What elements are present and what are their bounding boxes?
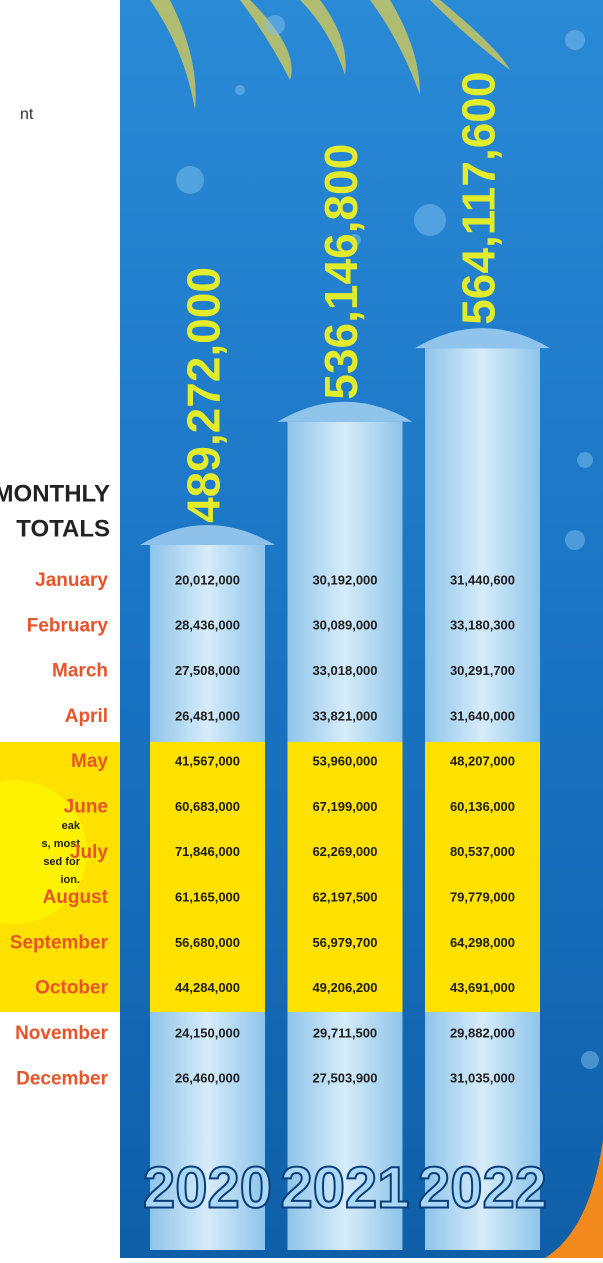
monthly-value: 60,136,000: [450, 799, 515, 814]
year-label: 2022: [418, 1155, 547, 1220]
monthly-value: 26,481,000: [175, 708, 240, 723]
monthly-value: 31,640,000: [450, 708, 515, 723]
month-label: February: [27, 615, 109, 636]
monthly-value: 56,979,700: [312, 935, 377, 950]
month-label: March: [52, 661, 108, 682]
monthly-value: 44,284,000: [175, 980, 240, 995]
infographic: nt MONTHLY TOTALS eaks, mostsed forion. …: [0, 0, 603, 1258]
total-label: 564,117,600: [453, 72, 505, 325]
cropped-text: nt: [20, 106, 34, 123]
monthly-value: 62,197,500: [312, 890, 377, 905]
monthly-value: 41,567,000: [175, 754, 240, 769]
monthly-value: 49,206,200: [312, 980, 377, 995]
monthly-value: 48,207,000: [450, 754, 515, 769]
monthly-value: 33,180,300: [450, 618, 515, 633]
month-label: May: [71, 751, 108, 772]
note-line: eak: [62, 820, 81, 832]
monthly-value: 33,018,000: [312, 663, 377, 678]
monthly-value: 29,882,000: [450, 1025, 515, 1040]
year-label: 2021: [280, 1155, 409, 1220]
month-label: September: [10, 932, 109, 953]
monthly-value: 29,711,500: [313, 1025, 377, 1040]
season-band: [425, 742, 540, 1012]
monthly-value: 67,199,000: [312, 799, 377, 814]
monthly-value: 24,150,000: [175, 1025, 240, 1040]
month-label: July: [70, 842, 108, 863]
month-label: January: [35, 570, 108, 591]
season-band: [288, 742, 403, 1012]
monthly-value: 64,298,000: [450, 935, 515, 950]
monthly-value: 71,846,000: [175, 844, 240, 859]
monthly-value: 62,269,000: [312, 844, 377, 859]
monthly-value: 61,165,000: [175, 890, 240, 905]
monthly-value: 30,192,000: [312, 572, 377, 587]
month-label: October: [35, 978, 108, 999]
monthly-value: 56,680,000: [175, 935, 240, 950]
note-line: ion.: [60, 874, 80, 886]
heading: MONTHLY: [0, 480, 110, 507]
monthly-value: 60,683,000: [175, 799, 240, 814]
month-label: December: [16, 1068, 108, 1089]
season-band: [150, 742, 265, 1012]
heading: TOTALS: [16, 515, 110, 542]
monthly-value: 53,960,000: [312, 754, 377, 769]
monthly-value: 28,436,000: [175, 618, 240, 633]
monthly-value: 31,035,000: [450, 1071, 515, 1086]
page: nt MONTHLY TOTALS eaks, mostsed forion. …: [0, 0, 603, 1258]
month-label: August: [43, 887, 109, 908]
total-label: 536,146,800: [315, 144, 367, 400]
monthly-value: 27,503,900: [312, 1071, 377, 1086]
monthly-value: 26,460,000: [175, 1071, 240, 1086]
month-label: April: [65, 706, 108, 727]
monthly-value: 33,821,000: [312, 708, 377, 723]
monthly-value: 30,089,000: [312, 618, 377, 633]
monthly-value: 80,537,000: [450, 844, 515, 859]
monthly-value: 43,691,000: [450, 980, 515, 995]
monthly-value: 27,508,000: [175, 663, 240, 678]
year-label: 2020: [143, 1155, 272, 1220]
monthly-value: 31,440,600: [450, 572, 515, 587]
monthly-value: 79,779,000: [450, 890, 515, 905]
month-label: November: [15, 1023, 109, 1044]
month-label: June: [64, 797, 108, 818]
total-label: 489,272,000: [178, 267, 230, 523]
monthly-value: 30,291,700: [450, 663, 515, 678]
monthly-value: 20,012,000: [175, 572, 240, 587]
